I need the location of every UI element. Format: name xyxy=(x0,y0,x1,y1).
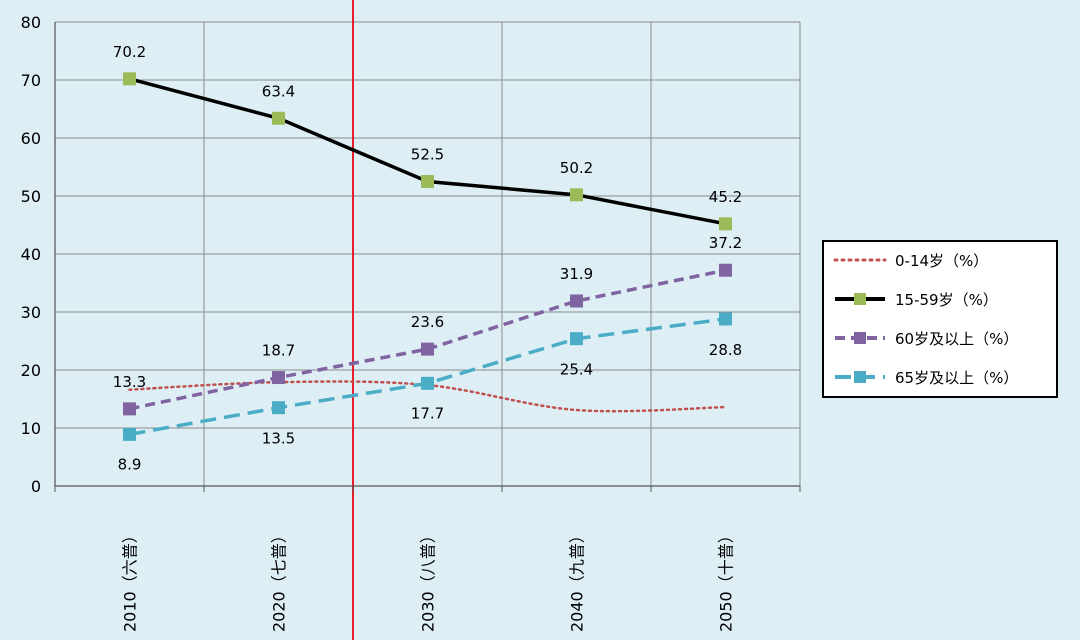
data-label: 8.9 xyxy=(118,455,142,473)
y-tick-label: 40 xyxy=(21,245,41,264)
data-label: 28.8 xyxy=(709,341,742,359)
x-tick-label: 2020（七普） xyxy=(270,527,289,632)
legend-label-0: 0-14岁（%） xyxy=(895,252,988,270)
y-tick-label: 0 xyxy=(31,477,41,496)
data-label: 70.2 xyxy=(113,43,146,61)
legend-swatch-marker-1 xyxy=(854,293,866,305)
x-tick-label: 2050（十普） xyxy=(717,527,736,632)
x-tick-label: 2010（六普） xyxy=(121,527,140,632)
x-tick-label: 2040（九普） xyxy=(568,527,587,632)
series-point-2 xyxy=(719,263,732,277)
series-point-1 xyxy=(719,217,732,231)
data-labels: 70.2 63.4 52.5 50.2 45.2 13.3 18.7 23.6 31.9 37.2… xyxy=(113,43,742,474)
data-label: 13.3 xyxy=(113,373,146,391)
data-label: 31.9 xyxy=(560,265,593,283)
data-label: 45.2 xyxy=(709,188,742,206)
y-tick-label: 20 xyxy=(21,361,41,380)
series-point-1 xyxy=(272,111,285,125)
series-point-3 xyxy=(421,376,434,390)
series-point-1 xyxy=(123,72,136,86)
y-tick-label: 10 xyxy=(21,419,41,438)
data-label: 18.7 xyxy=(262,342,295,360)
series-point-3 xyxy=(272,401,285,415)
legend-label-3: 65岁及以上（%） xyxy=(895,369,1018,387)
axes xyxy=(54,22,801,492)
data-label: 25.4 xyxy=(560,361,593,379)
x-tick-labels: 2010（六普） 2020（七普） 2030（八普） 2040（九普） 2050（十普） xyxy=(121,527,736,632)
data-label: 37.2 xyxy=(709,234,742,252)
data-label: 63.4 xyxy=(262,82,295,100)
series-point-2 xyxy=(272,371,285,385)
legend: 0-14岁（%） 15-59岁（%） 60岁及以上（%） 65岁及以上（%） xyxy=(822,240,1058,398)
y-tick-label: 60 xyxy=(21,129,41,148)
y-tick-labels: 0 10 20 30 40 50 60 70 80 xyxy=(21,13,41,496)
legend-label-2: 60岁及以上（%） xyxy=(895,330,1018,348)
legend-swatch-marker-2 xyxy=(854,332,866,344)
series-markers xyxy=(123,72,732,441)
series-point-1 xyxy=(421,175,434,188)
legend-label-1: 15-59岁（%） xyxy=(895,291,998,309)
data-label: 50.2 xyxy=(560,159,593,177)
series-point-3 xyxy=(719,312,732,326)
x-tick-label: 2030（八普） xyxy=(419,527,438,632)
series-point-2 xyxy=(123,402,136,416)
y-tick-label: 50 xyxy=(21,187,41,206)
data-label: 13.5 xyxy=(262,430,295,448)
y-tick-label: 30 xyxy=(21,303,41,322)
series-point-3 xyxy=(123,427,136,441)
series-line-0 xyxy=(128,380,727,413)
series-point-2 xyxy=(421,342,434,356)
series-point-2 xyxy=(570,294,583,308)
series-point-1 xyxy=(570,188,583,202)
data-label: 23.6 xyxy=(411,313,444,331)
y-tick-label: 80 xyxy=(21,13,41,32)
data-label: 17.7 xyxy=(411,404,444,422)
legend-swatch-marker-3 xyxy=(854,371,866,383)
series-point-3 xyxy=(570,332,583,346)
series-line-2 xyxy=(129,268,726,411)
data-label: 52.5 xyxy=(411,146,444,164)
y-tick-label: 70 xyxy=(21,71,41,90)
